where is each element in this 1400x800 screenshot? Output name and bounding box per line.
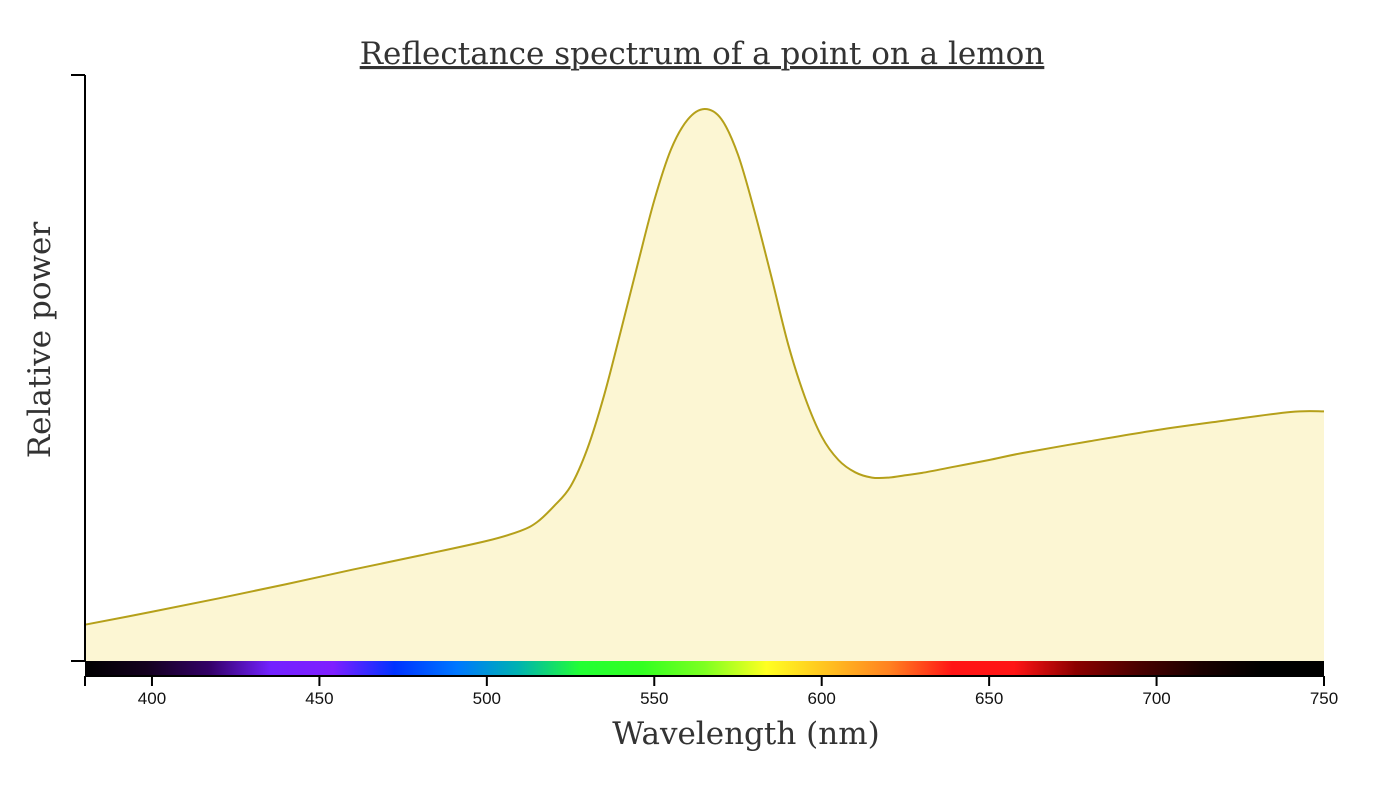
y-axis-label: Relative power [22,222,58,459]
x-tick-label-450: 450 [305,689,333,708]
x-tick-label-750: 750 [1310,689,1338,708]
x-tick-label-600: 600 [808,689,836,708]
x-axis-label: Wavelength (nm) [612,716,879,752]
x-tick-label-550: 550 [640,689,668,708]
reflectance-area-fill [85,108,1324,662]
reflectance-curve [84,107,1325,626]
x-tick-label-400: 400 [138,689,166,708]
x-axis-ticks: 400 450 500 550 600 650 700 750 [84,676,1338,708]
x-tick-label-650: 650 [975,689,1003,708]
spectrum-color-bar [85,661,1324,675]
chart-title: Reflectance spectrum of a point on a lem… [360,36,1045,72]
curve-layer [84,107,1325,626]
x-tick-label-700: 700 [1142,689,1170,708]
area-layer [85,108,1324,662]
x-tick-label-500: 500 [473,689,501,708]
